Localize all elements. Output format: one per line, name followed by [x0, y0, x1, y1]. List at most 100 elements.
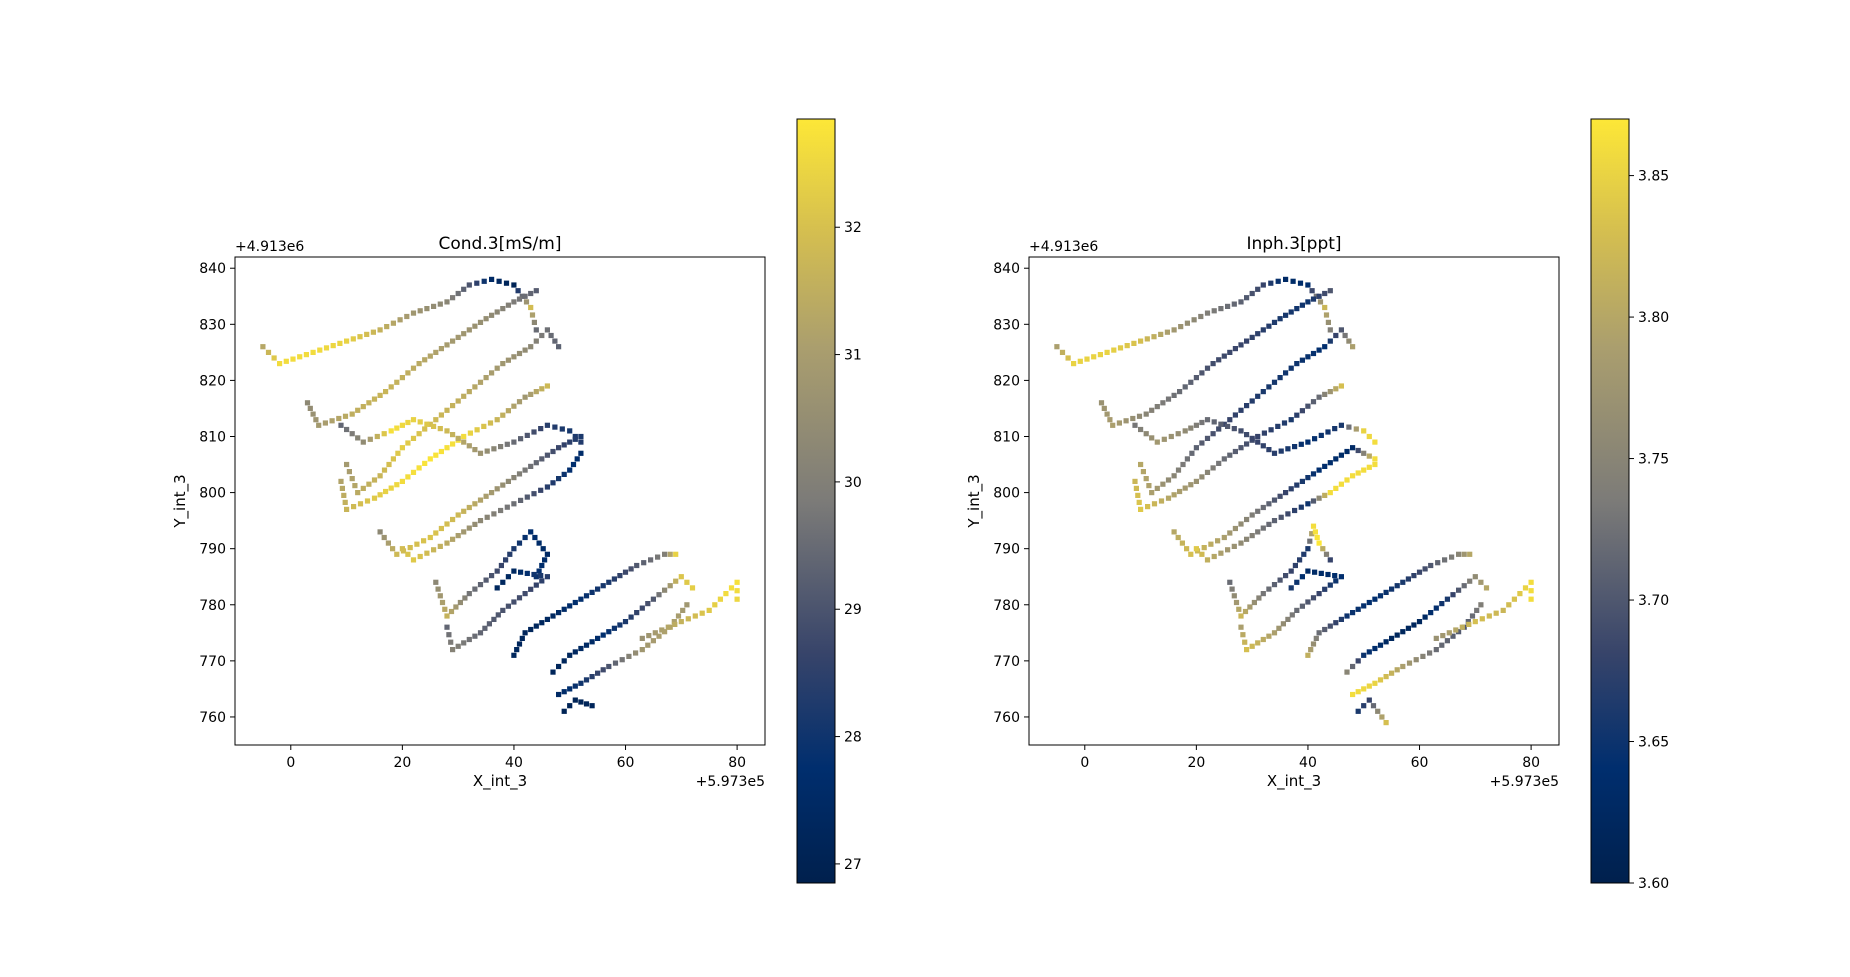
data-point: [1305, 501, 1311, 507]
data-point: [1312, 436, 1318, 442]
data-point: [1215, 538, 1221, 544]
data-point: [1101, 405, 1107, 411]
data-point: [628, 614, 634, 620]
data-point: [1511, 596, 1517, 602]
data-point: [529, 312, 536, 318]
data-point: [1320, 546, 1326, 552]
data-point: [511, 652, 517, 658]
data-point: [444, 624, 450, 630]
data-point: [1227, 349, 1233, 355]
data-point: [477, 630, 484, 636]
data-point: [1065, 355, 1071, 361]
data-point: [548, 332, 554, 339]
data-point: [349, 476, 355, 482]
data-point: [1383, 720, 1389, 726]
data-point: [550, 480, 556, 486]
data-point: [662, 587, 668, 593]
data-point: [1288, 585, 1294, 591]
data-point: [388, 428, 394, 434]
data-point: [381, 467, 388, 473]
data-point: [1199, 440, 1205, 446]
data-point: [1266, 323, 1272, 329]
data-point: [1322, 391, 1328, 397]
data-point: [536, 540, 542, 546]
data-point: [542, 557, 548, 563]
data-point: [1133, 485, 1139, 491]
data-point: [556, 476, 562, 482]
data-point: [1216, 357, 1222, 363]
data-point: [650, 638, 656, 644]
data-point: [377, 529, 383, 535]
data-point: [491, 616, 497, 622]
data-point: [427, 534, 433, 541]
data-point: [494, 568, 500, 574]
data-point: [1238, 521, 1244, 527]
data-point: [1305, 299, 1311, 305]
colorbar-tick-label: 31: [844, 348, 862, 364]
data-point: [466, 504, 472, 511]
data-point: [390, 456, 396, 462]
data-point: [1361, 428, 1367, 434]
data-point: [1377, 593, 1384, 599]
data-point: [486, 621, 492, 627]
data-point: [1316, 293, 1322, 299]
data-point: [349, 411, 355, 417]
data-point: [567, 428, 573, 434]
data-point: [684, 602, 690, 608]
data-point: [1158, 331, 1164, 337]
data-point: [533, 338, 539, 344]
data-point: [662, 551, 668, 557]
data-point: [450, 403, 456, 409]
data-point: [446, 632, 452, 638]
data-point: [1305, 354, 1311, 360]
data-point: [1268, 427, 1274, 433]
data-point: [1350, 445, 1356, 451]
data-point: [1256, 595, 1262, 601]
data-point: [1346, 338, 1352, 344]
data-point: [385, 540, 391, 546]
data-point: [528, 290, 534, 297]
data-point: [1361, 703, 1367, 709]
data-point: [410, 417, 417, 423]
data-point: [1131, 340, 1137, 346]
x-tick-label: 40: [1299, 755, 1317, 771]
chart-title: Inph.3[ppt]: [1246, 234, 1341, 254]
data-point: [589, 674, 595, 680]
data-point: [416, 361, 422, 367]
data-point: [1486, 613, 1492, 619]
data-point: [561, 708, 567, 714]
y-tick-label: 820: [993, 373, 1020, 389]
data-point: [1310, 595, 1317, 601]
data-point: [277, 361, 283, 367]
data-point: [572, 683, 578, 689]
data-point: [342, 499, 348, 505]
data-point: [1394, 632, 1400, 638]
y-tick-label: 820: [199, 373, 226, 389]
y-tick-label: 810: [199, 429, 226, 445]
data-point: [390, 320, 396, 326]
data-point: [1466, 621, 1472, 627]
data-point: [1310, 399, 1317, 405]
data-point: [1171, 392, 1177, 398]
data-point: [1312, 569, 1318, 575]
data-point: [570, 461, 577, 468]
data-point: [511, 546, 517, 552]
data-point: [1474, 607, 1480, 613]
data-point: [1478, 602, 1484, 608]
data-point: [1054, 344, 1060, 350]
data-point: [1255, 508, 1261, 514]
data-point: [1281, 420, 1288, 426]
data-point: [1177, 488, 1183, 495]
data-point: [1366, 683, 1372, 689]
data-point: [494, 365, 500, 371]
data-point: [1333, 578, 1339, 584]
data-point: [600, 583, 606, 589]
data-point: [1350, 473, 1356, 479]
data-point: [1227, 452, 1233, 458]
data-point: [522, 591, 528, 597]
data-point: [1201, 545, 1207, 551]
data-point: [1344, 669, 1350, 675]
data-point: [1188, 379, 1194, 385]
x-axis-label: X_int_3: [1267, 772, 1321, 791]
